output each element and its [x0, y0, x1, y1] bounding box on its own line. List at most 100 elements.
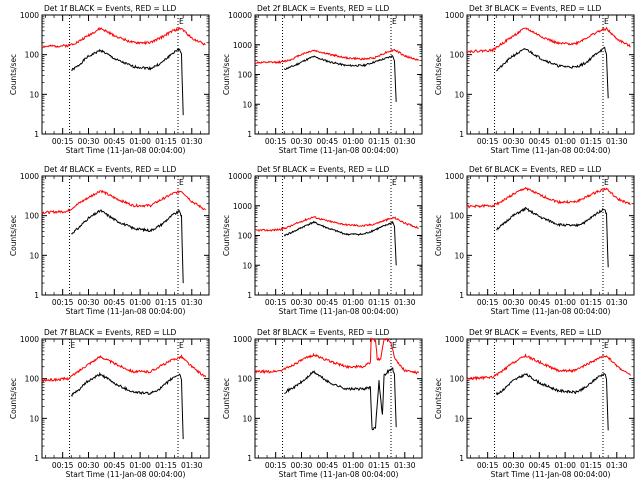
y-tick-label: 1000 [445, 11, 464, 20]
y-tick-label: 1 [459, 454, 464, 463]
lld-series-line [466, 186, 631, 209]
y-axis-label: Counts/sec [434, 378, 443, 419]
x-tick-label: 01:00 [342, 298, 364, 307]
y-tick-label: 1 [34, 454, 39, 463]
lld-series-line [254, 216, 419, 233]
detector-panel: Det 4f BLACK = Events, RED = LLD 1 10 100 10… [9, 165, 210, 316]
x-tick-label: 01:00 [342, 137, 364, 146]
x-tick-label: 01:00 [554, 461, 576, 470]
lld-series-line [41, 189, 206, 215]
y-tick-label: 1000 [233, 335, 252, 344]
x-axis-label: Start Time (11-Jan-08 00:04:00) [491, 146, 611, 155]
panel-title: Det 2f BLACK = Events, RED = LLD [257, 4, 390, 13]
y-axis-label: Counts/sec [434, 54, 443, 95]
x-tick-label: 01:30 [606, 461, 628, 470]
plot-frame [41, 175, 210, 296]
y-tick-label: 1 [34, 291, 39, 300]
x-axis-label: Start Time (11-Jan-08 00:04:00) [491, 470, 611, 479]
y-tick-label: 100 [25, 212, 40, 221]
x-tick-label: 00:45 [316, 137, 338, 146]
y-axis-label: Counts/sec [222, 215, 231, 256]
y-axis-label: Counts/sec [9, 54, 18, 95]
x-tick-label: 01:30 [181, 461, 203, 470]
x-tick-label: 00:15 [265, 461, 287, 470]
detector-panel: Det 7f BLACK = Events, RED = LLD 1 10 100 10… [9, 328, 210, 479]
x-tick-label: 00:30 [291, 461, 313, 470]
x-tick-label: 00:15 [477, 137, 499, 146]
x-axis-label: Start Time (11-Jan-08 00:04:00) [279, 307, 399, 316]
y-tick-label: 1000 [233, 202, 252, 211]
y-tick-label: 100 [238, 375, 253, 384]
y-tick-label: 10 [29, 90, 39, 99]
events-series-line [70, 371, 184, 440]
events-series-line [284, 367, 397, 431]
x-tick-label: 01:00 [129, 298, 151, 307]
panel-title: Det 7f BLACK = Events, RED = LLD [44, 328, 177, 337]
time-marker-label: E [392, 178, 397, 187]
detector-panel: Det 2f BLACK = Events, RED = LLD 1 10 100 10… [222, 4, 423, 155]
panel-title: Det 5f BLACK = Events, RED = LLD [257, 165, 390, 174]
x-tick-label: 01:30 [181, 298, 203, 307]
y-tick-label: 10 [242, 414, 252, 423]
detector-panel: Det 6f BLACK = Events, RED = LLD 1 10 100 10… [434, 165, 635, 316]
plot-frame [254, 338, 423, 459]
detector-panel: Det 5f BLACK = Events, RED = LLD 1 10 100 10… [222, 165, 423, 316]
y-tick-label: 1 [247, 130, 252, 139]
x-tick-label: 00:45 [528, 298, 550, 307]
plot-frame [254, 175, 423, 296]
time-marker-label: E [392, 341, 397, 350]
events-series-line [71, 48, 184, 116]
y-tick-label: 1000 [445, 172, 464, 181]
time-marker-label: E [604, 17, 609, 26]
y-tick-label: 10 [242, 261, 252, 270]
x-axis-label: Start Time (11-Jan-08 00:04:00) [66, 307, 186, 316]
y-tick-label: 10 [242, 100, 252, 109]
x-tick-label: 00:45 [103, 461, 125, 470]
panel-title: Det 4f BLACK = Events, RED = LLD [44, 165, 177, 174]
detector-panel: Det 8f BLACK = Events, RED = LLD 1 10 100 10… [222, 328, 423, 479]
lld-series-line [254, 337, 420, 375]
y-tick-label: 100 [450, 375, 465, 384]
x-tick-label: 00:15 [265, 137, 287, 146]
x-tick-label: 01:30 [394, 461, 416, 470]
x-tick-label: 00:45 [316, 298, 338, 307]
plot-frame [41, 338, 210, 459]
x-tick-label: 00:45 [528, 461, 550, 470]
x-tick-label: 00:15 [265, 298, 287, 307]
plot-frame [466, 14, 635, 135]
x-tick-label: 00:15 [477, 298, 499, 307]
x-axis-label: Start Time (11-Jan-08 00:04:00) [279, 470, 399, 479]
x-tick-label: 01:30 [606, 298, 628, 307]
detector-panel: Det 9f BLACK = Events, RED = LLD 1 10 100 10… [434, 328, 635, 479]
x-tick-label: 01:15 [155, 298, 177, 307]
y-tick-label: 100 [238, 232, 253, 241]
x-tick-label: 01:30 [606, 137, 628, 146]
panel-title: Det 6f BLACK = Events, RED = LLD [469, 165, 602, 174]
lld-series-line [466, 26, 631, 54]
x-tick-label: 01:15 [580, 137, 602, 146]
x-axis-label: Start Time (11-Jan-08 00:04:00) [491, 307, 611, 316]
x-tick-label: 01:15 [580, 298, 602, 307]
y-tick-label: 10000 [228, 172, 252, 181]
time-marker-label: E [392, 17, 397, 26]
x-tick-label: 01:15 [368, 298, 390, 307]
x-axis-label: Start Time (11-Jan-08 00:04:00) [66, 146, 186, 155]
panel-title: Det 1f BLACK = Events, RED = LLD [44, 4, 177, 13]
y-tick-label: 1000 [20, 172, 39, 181]
y-tick-label: 100 [238, 71, 253, 80]
y-tick-label: 100 [450, 212, 465, 221]
y-tick-label: 1 [459, 291, 464, 300]
x-tick-label: 01:00 [342, 461, 364, 470]
events-series-line [495, 372, 609, 431]
panel-title: Det 9f BLACK = Events, RED = LLD [469, 328, 602, 337]
lld-series-line [466, 353, 632, 381]
lld-series-line [254, 48, 419, 65]
y-tick-label: 100 [450, 51, 465, 60]
y-tick-label: 10000 [228, 11, 252, 20]
y-tick-label: 1 [459, 130, 464, 139]
y-tick-label: 10 [454, 90, 464, 99]
x-tick-label: 01:15 [368, 137, 390, 146]
y-tick-label: 100 [25, 375, 40, 384]
y-axis-label: Counts/sec [222, 54, 231, 95]
time-marker-label: E [179, 178, 184, 187]
